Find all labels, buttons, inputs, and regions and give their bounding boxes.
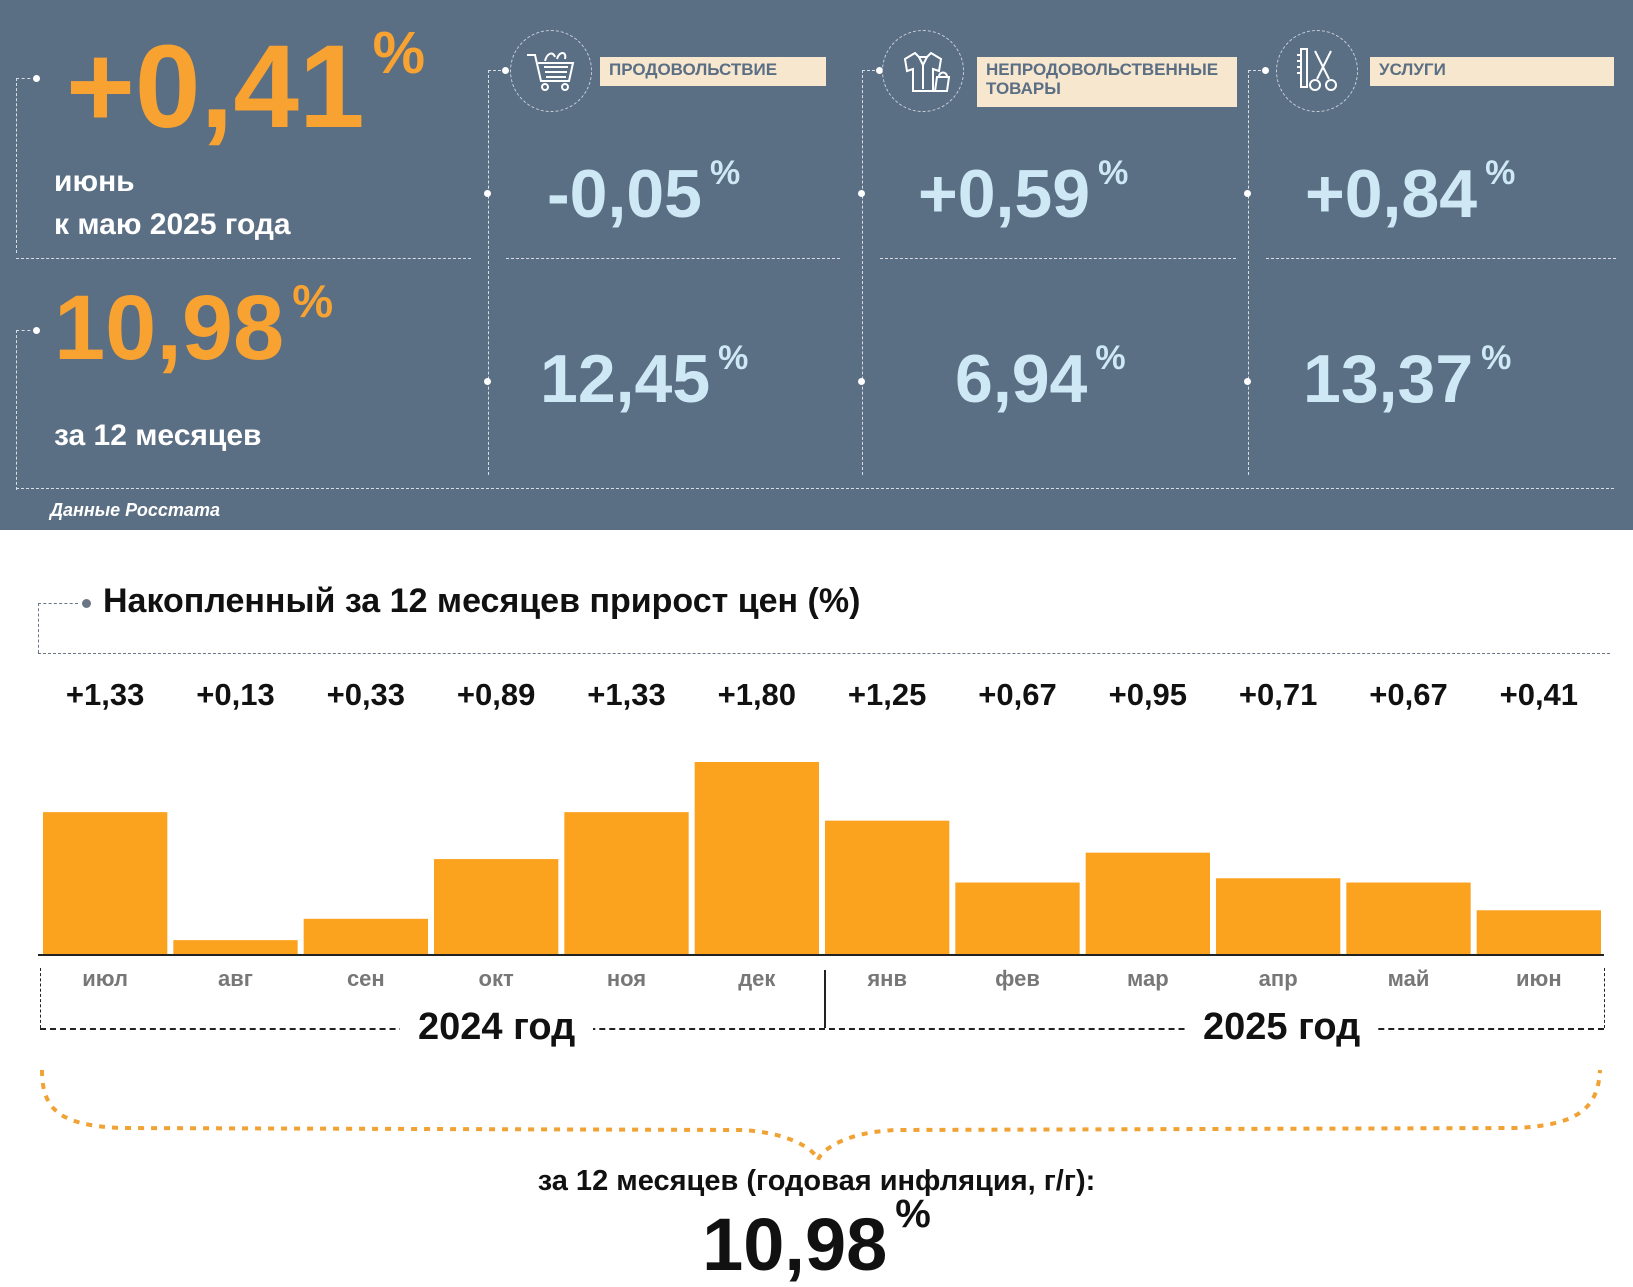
bar-янв (825, 820, 950, 954)
divider (1248, 70, 1266, 71)
food-monthly-value: -0,05% (547, 154, 741, 232)
bar-сен (303, 918, 428, 954)
bar-окт (434, 859, 559, 954)
bullet-dot (33, 75, 40, 82)
bullet-dot (484, 190, 491, 197)
clothes-icon (882, 30, 964, 112)
bullet-dot (484, 378, 491, 385)
month-label: июл (82, 966, 129, 991)
category-label-nonfood: НЕПРОДОВОЛЬСТВЕННЫЕ ТОВАРЫ (977, 57, 1237, 107)
divider (506, 258, 840, 259)
category-label-services: УСЛУГИ (1370, 57, 1614, 86)
source-note: Данные Росстата (50, 500, 220, 520)
divider (862, 70, 880, 71)
services-monthly-value: +0,84% (1305, 154, 1516, 232)
bullet-dot (876, 67, 883, 74)
month-label: май (1387, 966, 1430, 991)
nonfood-monthly-value: +0,59% (918, 154, 1129, 232)
value-label: +1,25 (847, 677, 927, 712)
chart-title: Накопленный за 12 месяцев прирост цен (%… (103, 582, 861, 620)
month-label: окт (478, 966, 514, 991)
month-label: мар (1126, 966, 1169, 991)
bar-фев (955, 882, 1080, 954)
monthly-inflation-caption: июнь к маю 2025 года (54, 165, 291, 241)
value-label: +1,33 (587, 677, 666, 712)
shopping-cart-icon (510, 30, 592, 112)
month-label: янв (867, 966, 907, 991)
month-label: фев (995, 966, 1040, 991)
bar-мар (1085, 852, 1210, 954)
value-label: +0,41 (1499, 677, 1579, 712)
divider (16, 330, 17, 490)
summary-panel: +0,41% июнь к маю 2025 года 10,98% за 12… (0, 0, 1633, 530)
divider (862, 70, 863, 475)
monthly-inflation-value: +0,41% (66, 20, 426, 153)
month-label: сен (346, 966, 385, 991)
services-annual-value: 13,37% (1303, 339, 1512, 417)
divider (38, 603, 78, 604)
bullet-dot (1244, 190, 1251, 197)
bullet-dot (82, 599, 91, 608)
divider (16, 330, 36, 331)
value-label: +0,95 (1108, 677, 1188, 712)
month-label: июн (1516, 966, 1562, 991)
value-label: +0,67 (1369, 677, 1448, 712)
divider (880, 258, 1236, 259)
value-label: +0,33 (326, 677, 406, 712)
nonfood-annual-value: 6,94% (955, 339, 1126, 417)
value-label: +0,67 (978, 677, 1057, 712)
bullet-dot (858, 378, 865, 385)
bullet-dot (1262, 67, 1269, 74)
bar-дек (694, 762, 819, 954)
barber-tools-icon (1276, 30, 1358, 112)
bullet-dot (858, 190, 865, 197)
month-label: дек (738, 966, 776, 991)
annual-inflation-caption-footer: за 12 месяцев (годовая инфляция, г/г): (537, 1165, 1096, 1197)
divider (1248, 70, 1249, 475)
food-annual-value: 12,45% (540, 339, 749, 417)
bar-май (1346, 882, 1471, 954)
bar-апр (1216, 878, 1341, 954)
category-label-food: ПРОДОВОЛЬСТВИЕ (600, 57, 826, 86)
value-label: +1,80 (717, 677, 797, 712)
bar-июн (1476, 910, 1601, 954)
bar-ноя (564, 812, 689, 954)
year-label-2024: 2024 год (400, 1006, 594, 1049)
bar-июл (43, 812, 168, 954)
brace (40, 1069, 1602, 1167)
divider (38, 653, 1610, 654)
divider (1266, 258, 1616, 259)
divider (16, 78, 36, 79)
year-label-2025: 2025 год (1185, 1006, 1379, 1049)
month-label: апр (1258, 966, 1298, 991)
divider (16, 78, 17, 253)
month-label: ноя (606, 966, 647, 991)
divider (1604, 968, 1605, 1028)
bar-авг (173, 940, 298, 954)
divider (488, 70, 489, 475)
value-label: +1,33 (65, 677, 145, 712)
divider (824, 970, 826, 1028)
divider (16, 258, 471, 259)
annual-inflation-footer-value: 10,98% (702, 1192, 931, 1286)
bullet-dot (502, 67, 509, 74)
divider (40, 1028, 1604, 1030)
bar-chart (38, 762, 1604, 956)
month-label: авг (218, 966, 253, 991)
divider (16, 488, 1614, 489)
value-label: +0,89 (456, 677, 536, 712)
annual-inflation-value: 10,98% (54, 275, 334, 379)
bullet-dot (33, 327, 40, 334)
divider (38, 603, 39, 653)
value-label: +0,13 (196, 677, 275, 712)
bullet-dot (1244, 378, 1251, 385)
annual-inflation-caption: за 12 месяцев (54, 419, 262, 452)
divider (40, 968, 41, 1028)
value-label: +0,71 (1238, 677, 1318, 712)
divider (488, 70, 506, 71)
